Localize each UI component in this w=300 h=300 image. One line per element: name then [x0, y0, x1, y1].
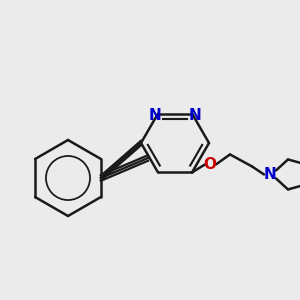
- Text: N: N: [148, 108, 161, 123]
- Text: N: N: [189, 108, 201, 123]
- Text: O: O: [203, 157, 217, 172]
- Text: N: N: [264, 167, 276, 182]
